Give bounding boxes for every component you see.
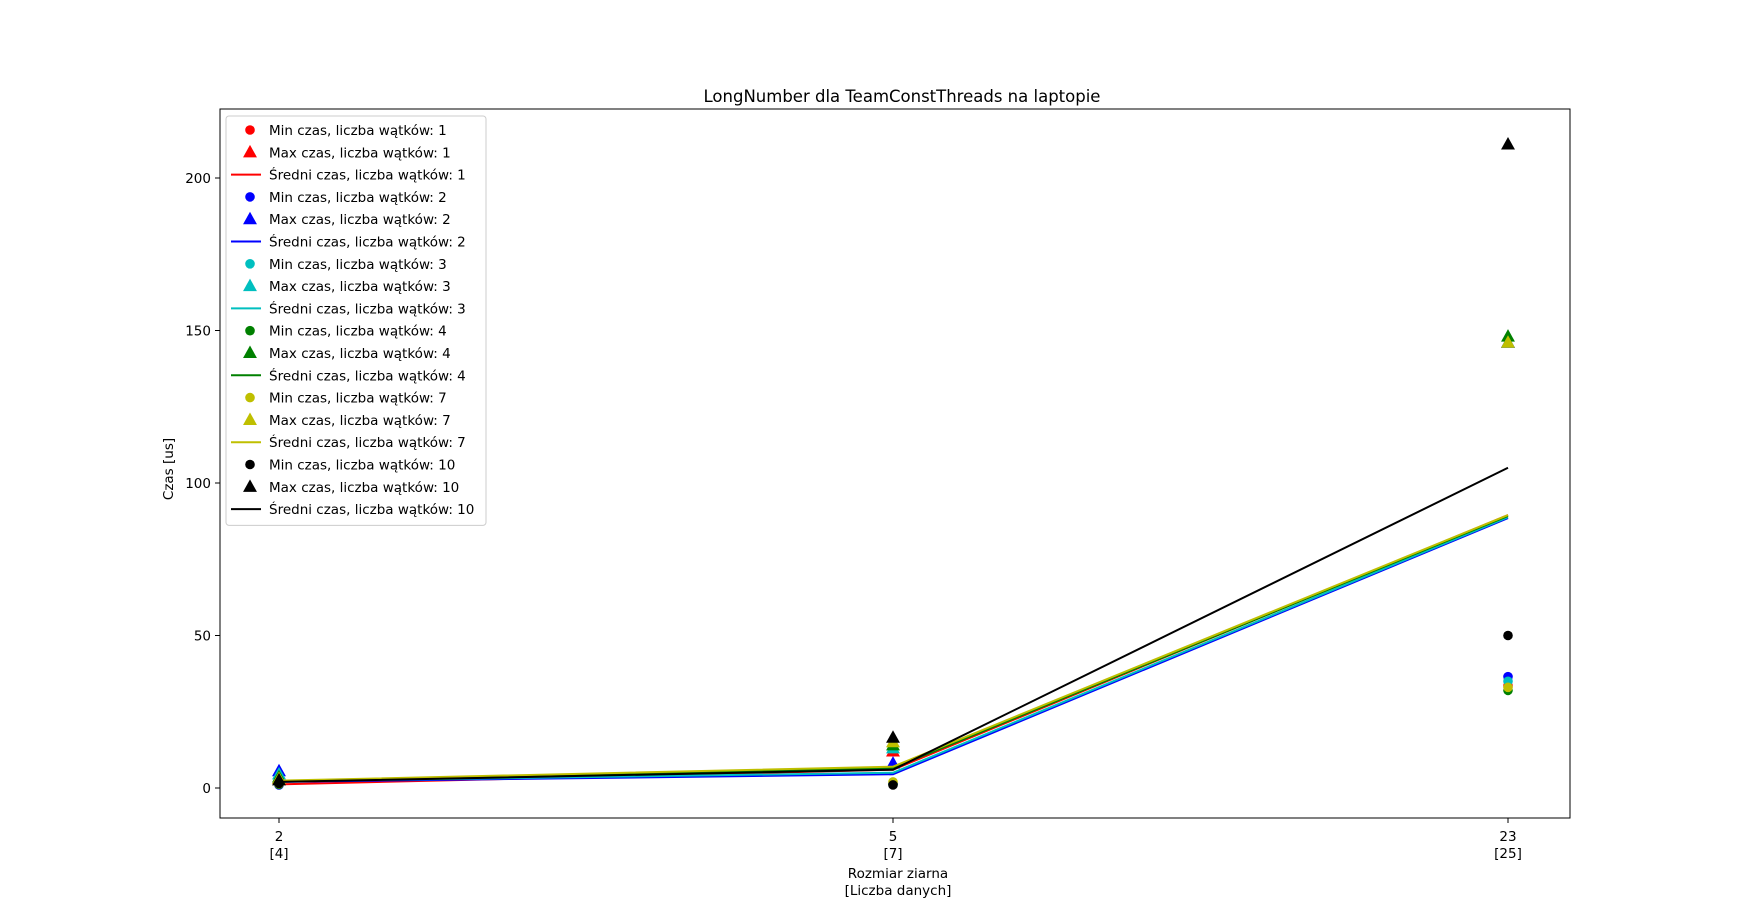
x-axis: 2[4] 5[7] 23[25] — [269, 818, 1522, 862]
x-tick-label: 5 — [889, 829, 898, 845]
legend-label: Min czas, liczba wątków: 7 — [269, 391, 447, 407]
legend-label: Max czas, liczba wątków: 2 — [269, 212, 451, 228]
min-point — [1503, 682, 1513, 693]
legend-marker-circle — [245, 392, 255, 403]
legend-box — [225, 115, 487, 526]
x-tick-label: [7] — [883, 846, 902, 862]
legend-label: Max czas, liczba wątków: 1 — [269, 145, 451, 161]
x-axis-label: Rozmiar ziarna [Liczba danych] — [845, 866, 952, 899]
legend-item-avg: Średni czas, liczba wątków: 4 — [231, 366, 466, 384]
x-axis-label-line-1: Rozmiar ziarna — [848, 866, 948, 882]
legend-item-min: Min czas, liczba wątków: 4 — [245, 324, 447, 340]
legend-item-max: Max czas, liczba wątków: 1 — [243, 144, 451, 161]
plot-area — [219, 108, 1571, 819]
x-tick-label: [25] — [1494, 846, 1522, 862]
legend-item-min: Min czas, liczba wątków: 3 — [245, 257, 447, 273]
legend-marker-triangle — [243, 345, 257, 359]
plot-frame — [219, 108, 1571, 819]
legend-item-min: Min czas, liczba wątków: 1 — [245, 123, 447, 139]
legend-marker-circle — [245, 259, 255, 269]
legend-label: Min czas, liczba wątków: 1 — [269, 123, 447, 139]
legend-marker-circle — [245, 192, 255, 202]
legend-marker-circle — [245, 125, 255, 135]
legend-marker-triangle — [243, 412, 257, 425]
legend-marker-triangle — [243, 144, 257, 158]
legend-label: Średni czas, liczba wątków: 10 — [269, 500, 474, 518]
y-axis-label-text: Czas [us] — [161, 438, 177, 500]
legend-label: Średni czas, liczba wątków: 3 — [269, 299, 466, 317]
legend-label: Min czas, liczba wątków: 2 — [269, 190, 447, 206]
legend-item-max: Max czas, liczba wątków: 2 — [243, 211, 451, 228]
avg-line-threads-7 — [278, 514, 1509, 782]
legend-marker-circle — [245, 459, 255, 470]
legend-label: Min czas, liczba wątków: 4 — [269, 324, 447, 340]
series-layer — [272, 137, 1515, 790]
chart-title-text: LongNumber dla TeamConstThreads na lapto… — [704, 87, 1101, 106]
chart-title: LongNumber dla TeamConstThreads na lapto… — [704, 87, 1101, 106]
legend-item-avg: Średni czas, liczba wątków: 2 — [231, 233, 466, 251]
legend-label: Średni czas, liczba wątków: 1 — [269, 166, 466, 184]
legend-marker-circle — [245, 325, 255, 336]
max-point — [886, 730, 900, 743]
legend-marker-triangle — [243, 211, 257, 225]
legend-label: Średni czas, liczba wątków: 2 — [269, 233, 466, 251]
max-point — [1501, 335, 1515, 348]
legend-marker-triangle — [243, 479, 257, 492]
legend-item-max: Max czas, liczba wątków: 4 — [243, 345, 451, 362]
min-point — [1503, 630, 1513, 641]
legend-item-avg: Średni czas, liczba wątków: 1 — [231, 166, 466, 184]
legend-item-avg: Średni czas, liczba wątków: 3 — [231, 299, 466, 317]
min-point — [888, 780, 898, 790]
legend-item-avg: Średni czas, liczba wątków: 7 — [231, 433, 466, 451]
x-tick-label: [4] — [269, 846, 288, 862]
x-tick-label: 23 — [1499, 829, 1516, 845]
legend-label: Max czas, liczba wątków: 7 — [269, 413, 451, 429]
legend-label: Min czas, liczba wątków: 3 — [269, 257, 447, 273]
legend-label: Max czas, liczba wątków: 10 — [269, 480, 459, 496]
y-tick-label: 200 — [185, 171, 211, 187]
legend-item-max: Max czas, liczba wątków: 3 — [243, 278, 451, 295]
y-tick-label: 150 — [185, 324, 211, 340]
y-axis-label: Czas [us] — [161, 438, 177, 500]
series-threads-10 — [272, 137, 1515, 790]
legend-item-min: Min czas, liczba wątków: 7 — [245, 391, 447, 407]
y-axis: 0 50 100 150 200 — [185, 171, 220, 797]
legend-item-min: Min czas, liczba wątków: 10 — [245, 458, 455, 474]
legend-item-avg: Średni czas, liczba wątków: 10 — [231, 500, 474, 518]
legend-label: Średni czas, liczba wątków: 4 — [269, 366, 466, 384]
y-tick-label: 0 — [202, 781, 211, 797]
max-point — [1501, 137, 1515, 150]
legend-item-min: Min czas, liczba wątków: 2 — [245, 190, 447, 206]
legend-label: Max czas, liczba wątków: 3 — [269, 279, 451, 295]
avg-line-threads-10 — [278, 466, 1509, 783]
legend-label: Max czas, liczba wątków: 4 — [269, 346, 451, 362]
x-tick-label: 2 — [275, 829, 284, 845]
x-axis-label-line-2: [Liczba danych] — [845, 883, 952, 899]
y-tick-label: 100 — [185, 476, 211, 492]
legend-item-max: Max czas, liczba wątków: 10 — [243, 479, 459, 496]
legend-item-max: Max czas, liczba wątków: 7 — [243, 412, 451, 429]
legend: Min czas, liczba wątków: 1 Max czas, licz… — [225, 115, 487, 526]
legend-label: Średni czas, liczba wątków: 7 — [269, 433, 466, 451]
y-tick-label: 50 — [194, 629, 211, 645]
max-point — [272, 772, 286, 786]
legend-marker-triangle — [243, 278, 257, 292]
legend-label: Min czas, liczba wątków: 10 — [269, 458, 455, 474]
